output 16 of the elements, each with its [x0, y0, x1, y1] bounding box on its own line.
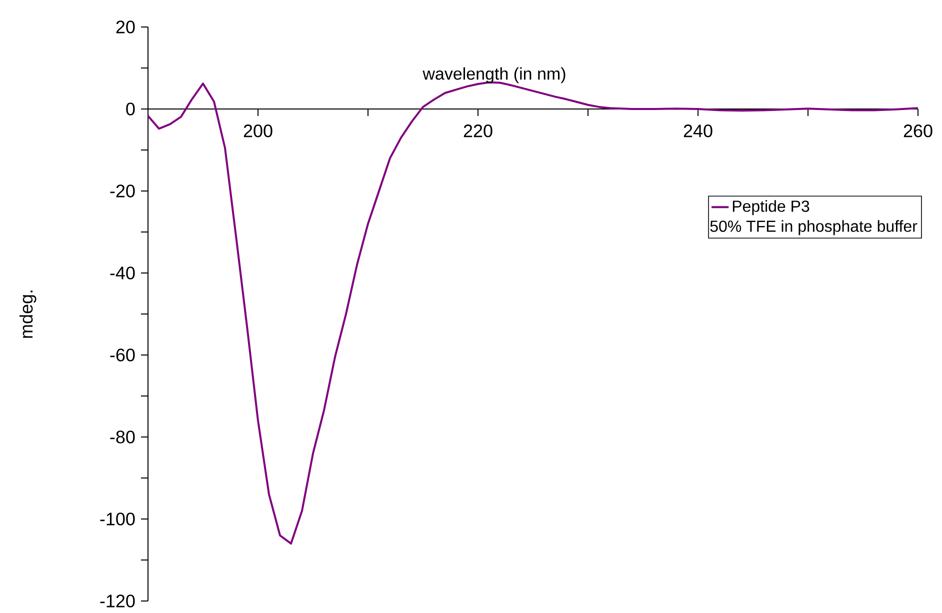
y-tick-label: -60 — [110, 348, 135, 362]
y-tick-label: -20 — [110, 184, 135, 198]
y-tick-label: -100 — [100, 512, 135, 526]
x-tick-label: 220 — [464, 124, 492, 138]
x-tick-label: 200 — [244, 124, 272, 138]
y-tick-label: 20 — [116, 20, 135, 34]
y-tick-label: -40 — [110, 266, 135, 280]
annotation: 50% TFE in phosphate buffer — [710, 220, 918, 236]
y-axis-title: mdeg. — [19, 290, 36, 338]
x-tick-label: 260 — [904, 124, 932, 138]
y-tick-label: 0 — [126, 102, 135, 116]
y-tick-label: -80 — [110, 430, 135, 444]
legend-label: Peptide P3 — [732, 200, 810, 216]
y-tick-label: -120 — [100, 594, 135, 608]
x-axis-title: wavelength (in nm) — [422, 67, 566, 84]
x-tick-label: 240 — [684, 124, 712, 138]
